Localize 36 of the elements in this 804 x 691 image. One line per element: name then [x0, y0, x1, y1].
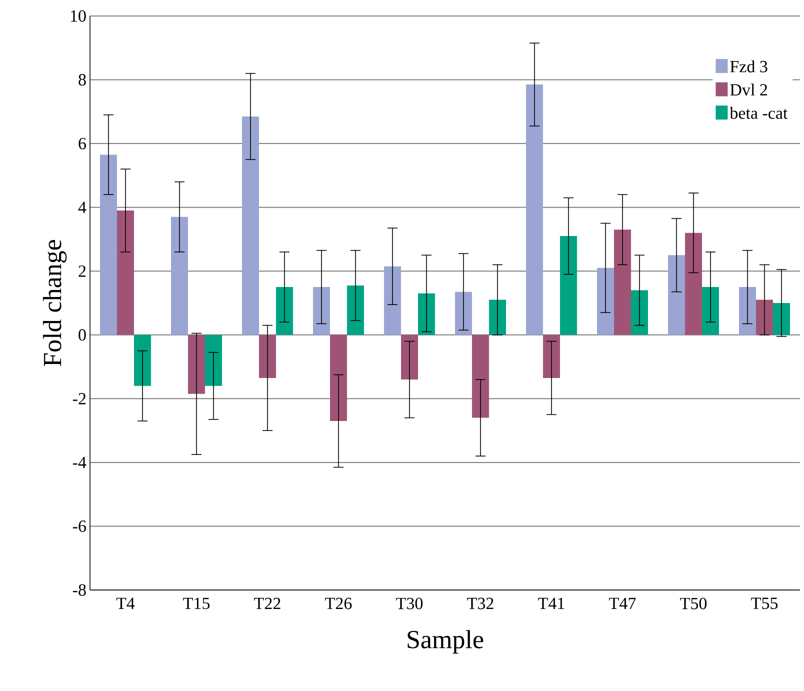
- bar: [685, 232, 702, 335]
- y-tick-label: 2: [78, 265, 86, 277]
- y-axis-title: Fold change: [42, 240, 67, 366]
- x-tick-label: T47: [609, 598, 636, 609]
- x-tick-label: T4: [116, 598, 135, 609]
- y-tick-label: 10: [70, 10, 86, 22]
- bar: [242, 116, 260, 335]
- x-axis-title: Sample: [408, 630, 484, 654]
- bar: [171, 216, 188, 335]
- x-tick-label: T41: [538, 598, 564, 609]
- legend-label: beta -cat: [730, 106, 788, 119]
- x-tick-label: T50: [680, 598, 707, 610]
- x-tick-label: T22: [254, 598, 280, 610]
- y-tick-label: 6: [78, 138, 86, 150]
- y-tick-label: 0: [78, 329, 86, 341]
- y-tick-label: 4: [78, 202, 86, 213]
- bar: [526, 84, 544, 335]
- x-tick-label: T15: [183, 598, 210, 610]
- y-tick-label: -2: [72, 393, 86, 404]
- x-tick-label: T30: [396, 598, 423, 610]
- legend-label: Dvl 2: [730, 84, 767, 96]
- bar: [259, 334, 276, 378]
- bar: [560, 236, 578, 335]
- bar: [614, 230, 632, 335]
- y-tick-label: -4: [72, 456, 86, 468]
- x-tick-label: T32: [467, 598, 494, 610]
- y-tick-label: 8: [78, 74, 86, 86]
- legend-label: Fzd 3: [730, 60, 768, 72]
- bar: [100, 154, 117, 335]
- x-tick-label: T26: [325, 598, 352, 610]
- y-tick-label: -6: [72, 520, 86, 532]
- x-tick-label: T55: [751, 598, 778, 610]
- bar: [472, 334, 490, 418]
- bar: [668, 255, 686, 335]
- y-tick-label: -8: [72, 584, 86, 596]
- bar: [117, 210, 134, 335]
